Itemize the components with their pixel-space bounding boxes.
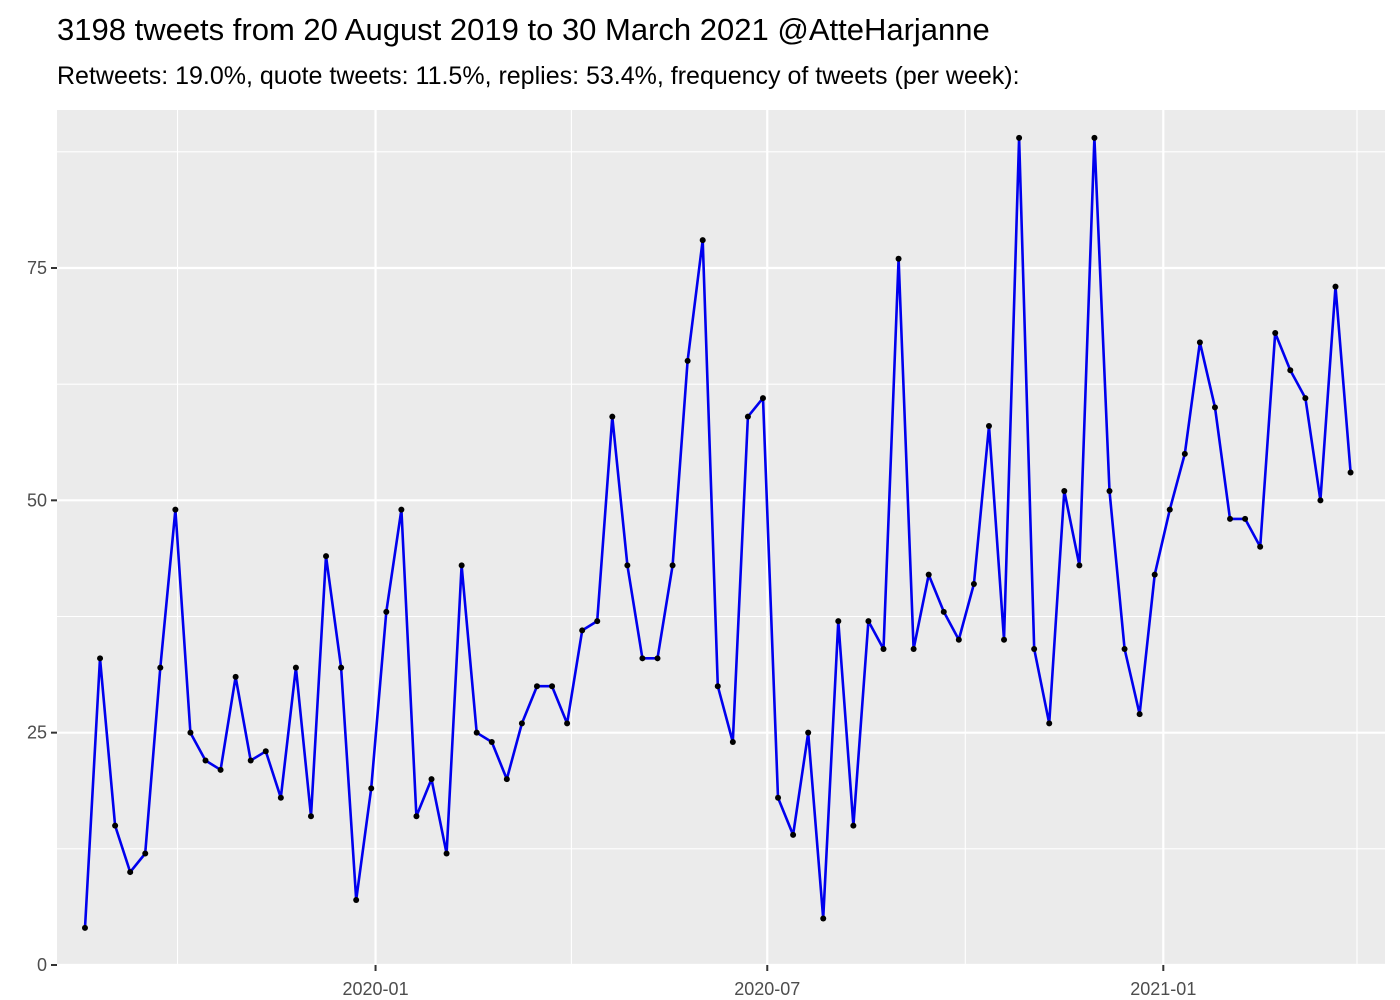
data-point: [232, 673, 239, 680]
x-tick-label: 2020-01: [343, 979, 409, 999]
data-point: [639, 655, 646, 662]
data-point: [1272, 330, 1279, 337]
data-point: [699, 237, 706, 244]
data-point: [549, 683, 556, 690]
data-point: [895, 255, 902, 262]
data-point: [669, 562, 676, 569]
data-point: [744, 413, 751, 420]
data-point: [217, 766, 224, 773]
data-point: [579, 627, 586, 634]
data-point: [1076, 562, 1083, 569]
data-point: [729, 738, 736, 745]
plot-panel: [57, 110, 1385, 965]
data-point: [1257, 543, 1264, 550]
data-point: [1302, 395, 1309, 402]
data-point: [624, 562, 631, 569]
data-point: [112, 822, 119, 829]
data-point: [368, 785, 375, 792]
data-point: [684, 357, 691, 364]
data-point: [1317, 497, 1324, 504]
y-tick-label: 0: [37, 955, 47, 975]
series-layer: [81, 134, 1354, 931]
data-point: [985, 422, 992, 429]
data-point: [594, 618, 601, 625]
data-point: [1061, 488, 1068, 495]
data-point: [775, 794, 782, 801]
data-point: [1136, 711, 1143, 718]
data-point: [383, 608, 390, 615]
data-point: [714, 683, 721, 690]
data-point: [1196, 339, 1203, 346]
data-point: [157, 664, 164, 671]
data-point: [790, 831, 797, 838]
data-point: [262, 748, 269, 755]
x-tick-label: 2021-01: [1130, 979, 1196, 999]
data-point: [759, 395, 766, 402]
data-point: [292, 664, 299, 671]
x-tick-label: 2020-07: [734, 979, 800, 999]
data-point: [202, 757, 209, 764]
data-point: [1181, 450, 1188, 457]
data-point: [247, 757, 254, 764]
data-point: [307, 813, 314, 820]
data-point: [1242, 515, 1249, 522]
data-point: [820, 915, 827, 922]
data-point: [1332, 283, 1339, 290]
data-point: [413, 813, 420, 820]
data-point: [1166, 506, 1173, 513]
y-tick-label: 50: [27, 490, 47, 510]
data-point: [503, 776, 510, 783]
data-point: [835, 618, 842, 625]
data-point: [1347, 469, 1354, 476]
data-point: [970, 580, 977, 587]
data-point: [127, 869, 134, 876]
data-point: [940, 608, 947, 615]
data-point: [398, 506, 405, 513]
data-point: [518, 720, 525, 727]
data-point: [1001, 636, 1008, 643]
data-point: [81, 924, 88, 931]
data-point: [1016, 134, 1023, 141]
data-point: [609, 413, 616, 420]
data-point: [1031, 646, 1038, 653]
data-point: [443, 850, 450, 857]
data-point: [1227, 515, 1234, 522]
data-point: [654, 655, 661, 662]
data-point: [428, 776, 435, 783]
data-point: [353, 896, 360, 903]
data-point: [1046, 720, 1053, 727]
data-point: [1121, 646, 1128, 653]
data-point: [323, 553, 330, 560]
data-point: [1091, 134, 1098, 141]
data-point: [1151, 571, 1158, 578]
data-point: [910, 646, 917, 653]
data-point: [1211, 404, 1218, 411]
chart-title: 3198 tweets from 20 August 2019 to 30 Ma…: [57, 12, 990, 47]
y-tick-label: 75: [27, 258, 47, 278]
data-point: [458, 562, 465, 569]
data-point: [955, 636, 962, 643]
data-point: [172, 506, 179, 513]
data-point: [880, 646, 887, 653]
data-point: [338, 664, 345, 671]
data-point: [142, 850, 149, 857]
data-point: [473, 729, 480, 736]
data-point: [488, 738, 495, 745]
data-point: [564, 720, 571, 727]
chart-subtitle: Retweets: 19.0%, quote tweets: 11.5%, re…: [57, 62, 1020, 90]
axes: 0 25 50 75 2020-01 2020-07 2021-01: [27, 258, 1196, 999]
y-tick-label: 25: [27, 723, 47, 743]
data-point: [850, 822, 857, 829]
data-point: [533, 683, 540, 690]
data-point: [1287, 367, 1294, 374]
data-point: [865, 618, 872, 625]
data-point: [805, 729, 812, 736]
data-point: [925, 571, 932, 578]
data-point: [187, 729, 194, 736]
data-point: [1106, 488, 1113, 495]
data-point: [97, 655, 104, 662]
data-point: [277, 794, 284, 801]
